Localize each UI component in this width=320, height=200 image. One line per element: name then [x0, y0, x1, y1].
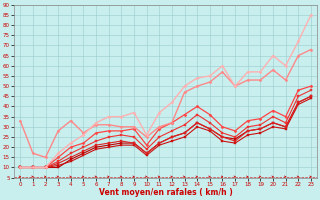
X-axis label: Vent moyen/en rafales ( km/h ): Vent moyen/en rafales ( km/h ) — [99, 188, 232, 197]
